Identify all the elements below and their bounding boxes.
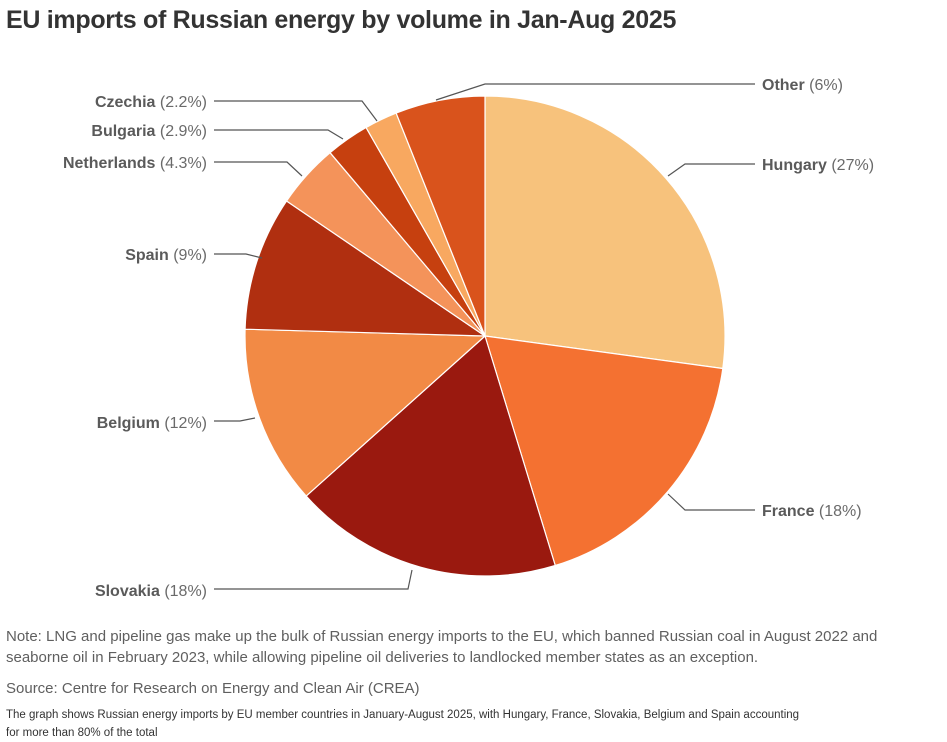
leader-line-hungary [667,163,755,177]
leader-line-slovakia [214,569,413,590]
slice-label-name: Netherlands [63,155,156,172]
slice-label-name: Other [762,77,805,94]
slice-label-name: Bulgaria [91,123,155,140]
slice-label-percent: (2.2%) [155,94,207,111]
chart-title: EU imports of Russian energy by volume i… [6,6,677,34]
slice-label-name: Czechia [95,94,156,111]
slice-label-other: Other (6%) [762,77,843,94]
slice-label-name: Belgium [97,415,160,432]
chart-source: Source: Centre for Research on Energy an… [6,680,420,697]
slice-label-name: Spain [125,247,169,264]
slice-label-percent: (2.9%) [155,123,207,140]
chart-note: Note: LNG and pipeline gas make up the b… [6,628,878,666]
chart-caption: The graph shows Russian energy imports b… [6,709,800,739]
pie-slice-spain [244,200,486,337]
pie-slices [244,95,726,577]
slice-label-slovakia: Slovakia (18%) [95,583,207,600]
slice-label-name: France [762,503,815,520]
slice-labels: Hungary (27%)France (18%)Slovakia (18%)B… [63,77,874,600]
slice-label-hungary: Hungary (27%) [762,157,874,174]
slice-label-percent: (18%) [160,583,207,600]
pie-slice-other [395,95,486,337]
slice-label-bulgaria: Bulgaria (2.9%) [91,123,207,140]
leader-lines [214,83,755,590]
slice-label-name: Hungary [762,157,827,174]
leader-line-spain [214,253,263,259]
slice-label-percent: (27%) [827,157,874,174]
slice-label-czechia: Czechia (2.2%) [95,94,207,111]
slice-label-percent: (12%) [160,415,207,432]
slice-label-name: Slovakia [95,583,160,600]
leader-line-other [435,83,755,101]
slice-label-percent: (4.3%) [155,155,207,172]
leader-line-belgium [214,417,256,422]
slice-label-percent: (18%) [814,503,861,520]
pie-slice-belgium [244,328,486,497]
leader-line-bulgaria [214,129,344,140]
slice-label-percent: (9%) [169,247,207,264]
slice-label-france: France (18%) [762,503,862,520]
slice-label-spain: Spain (9%) [125,247,207,264]
slice-label-belgium: Belgium (12%) [97,415,207,432]
leader-line-czechia [214,100,378,122]
pie-slice-slovakia [305,335,556,577]
pie-slice-france [484,335,724,567]
pie-slice-hungary [484,95,726,370]
slice-label-percent: (6%) [805,77,843,94]
leader-line-netherlands [214,161,303,177]
leader-line-france [667,493,755,511]
slice-label-netherlands: Netherlands (4.3%) [63,155,207,172]
